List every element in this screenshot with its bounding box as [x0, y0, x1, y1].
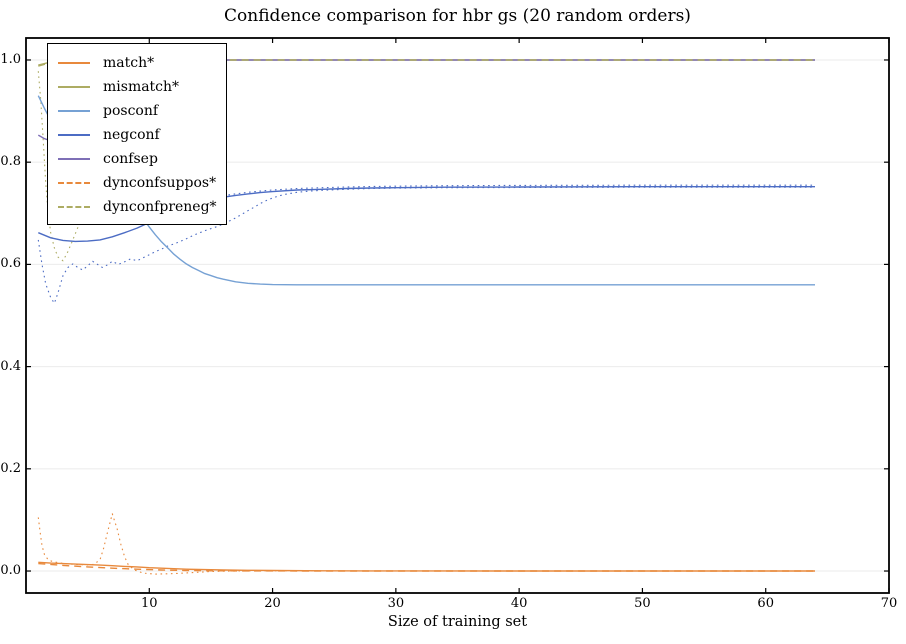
legend-label: match*: [103, 55, 155, 71]
legend-row: dynconfpreneg*: [58, 195, 226, 219]
legend-label: mismatch*: [103, 79, 180, 95]
legend-label: dynconfsuppos*: [103, 175, 217, 191]
chart-title: Confidence comparison for hbr gs (20 ran…: [224, 6, 691, 26]
legend-line-swatch-dashed: [58, 182, 90, 184]
y-tick-label: 0.8: [0, 154, 21, 170]
series-match-std: [37, 513, 815, 575]
legend-label: negconf: [103, 127, 160, 143]
series-match: [38, 561, 815, 572]
x-tick-label: 30: [387, 596, 405, 611]
legend-line-swatch-solid: [58, 134, 90, 136]
x-tick-label: 60: [757, 596, 774, 611]
y-tick-label: 0.0: [0, 563, 21, 579]
legend-line-swatch-solid: [58, 62, 90, 64]
legend-row: confsep: [58, 147, 226, 171]
x-tick-label: 50: [634, 596, 651, 611]
series-dynconfsuppos: [38, 562, 815, 572]
legend-line-swatch-dashed: [58, 206, 90, 208]
legend-row: negconf: [58, 123, 226, 147]
legend-line-swatch-solid: [58, 110, 90, 112]
y-tick-label: 0.2: [0, 460, 21, 476]
series-negconf-std-upper: [223, 184, 815, 197]
legend-row: mismatch*: [58, 75, 226, 99]
x-axis-title: Size of training set: [387, 614, 528, 630]
legend-label: posconf: [103, 103, 159, 119]
x-tick-label: 10: [141, 596, 158, 611]
x-tick-label: 40: [510, 596, 528, 611]
y-tick-label: 1.0: [0, 51, 21, 67]
legend-label: confsep: [103, 151, 158, 167]
y-tick-label: 0.6: [0, 256, 21, 272]
y-tick-label: 0.4: [0, 358, 21, 374]
legend-row: posconf: [58, 99, 226, 123]
x-tick-label: 20: [264, 596, 281, 611]
legend-row: dynconfsuppos*: [58, 171, 226, 195]
legend-line-swatch-solid: [58, 86, 90, 88]
axes-frame: [25, 37, 890, 594]
legend-row: match*: [58, 51, 226, 75]
legend-line-swatch-solid: [58, 158, 90, 160]
x-tick-label: 70: [880, 596, 898, 611]
legend-label: dynconfpreneg*: [103, 199, 217, 215]
legend-box: match* mismatch* posconf negconf confsep dync…: [47, 43, 227, 225]
